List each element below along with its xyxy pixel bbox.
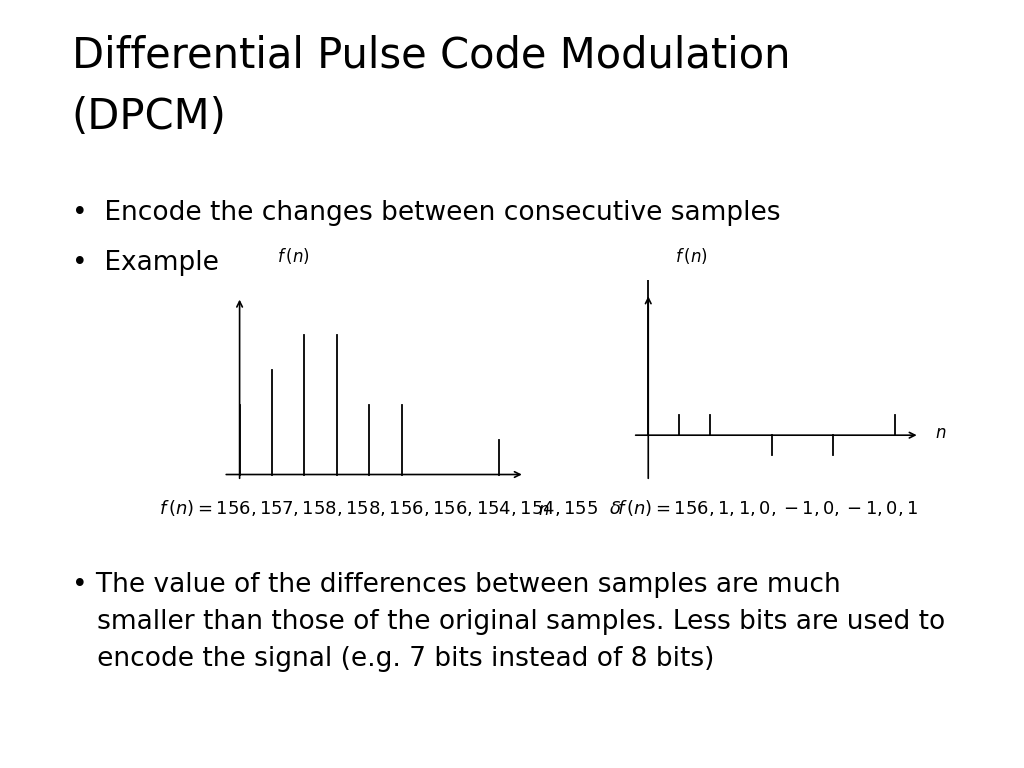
Text: $f\,(n) = 156,157,158,158,156,156,154,154,155$: $f\,(n) = 156,157,158,158,156,156,154,15…: [159, 498, 598, 518]
Text: $f\,(n)$: $f\,(n)$: [675, 246, 708, 266]
Text: $n$: $n$: [538, 502, 549, 519]
Text: (DPCM): (DPCM): [72, 96, 226, 138]
Text: $n$: $n$: [935, 425, 946, 442]
Text: • The value of the differences between samples are much
   smaller than those of: • The value of the differences between s…: [72, 572, 945, 672]
Text: •  Encode the changes between consecutive samples: • Encode the changes between consecutive…: [72, 200, 780, 226]
Text: $\delta\!f\,(n) = 156,1,1,0,-1,0,-1,0,1$: $\delta\!f\,(n) = 156,1,1,0,-1,0,-1,0,1$: [609, 498, 919, 518]
Text: $f\,(n)$: $f\,(n)$: [278, 246, 310, 266]
Text: Differential Pulse Code Modulation: Differential Pulse Code Modulation: [72, 35, 791, 77]
Text: •  Example: • Example: [72, 250, 218, 276]
